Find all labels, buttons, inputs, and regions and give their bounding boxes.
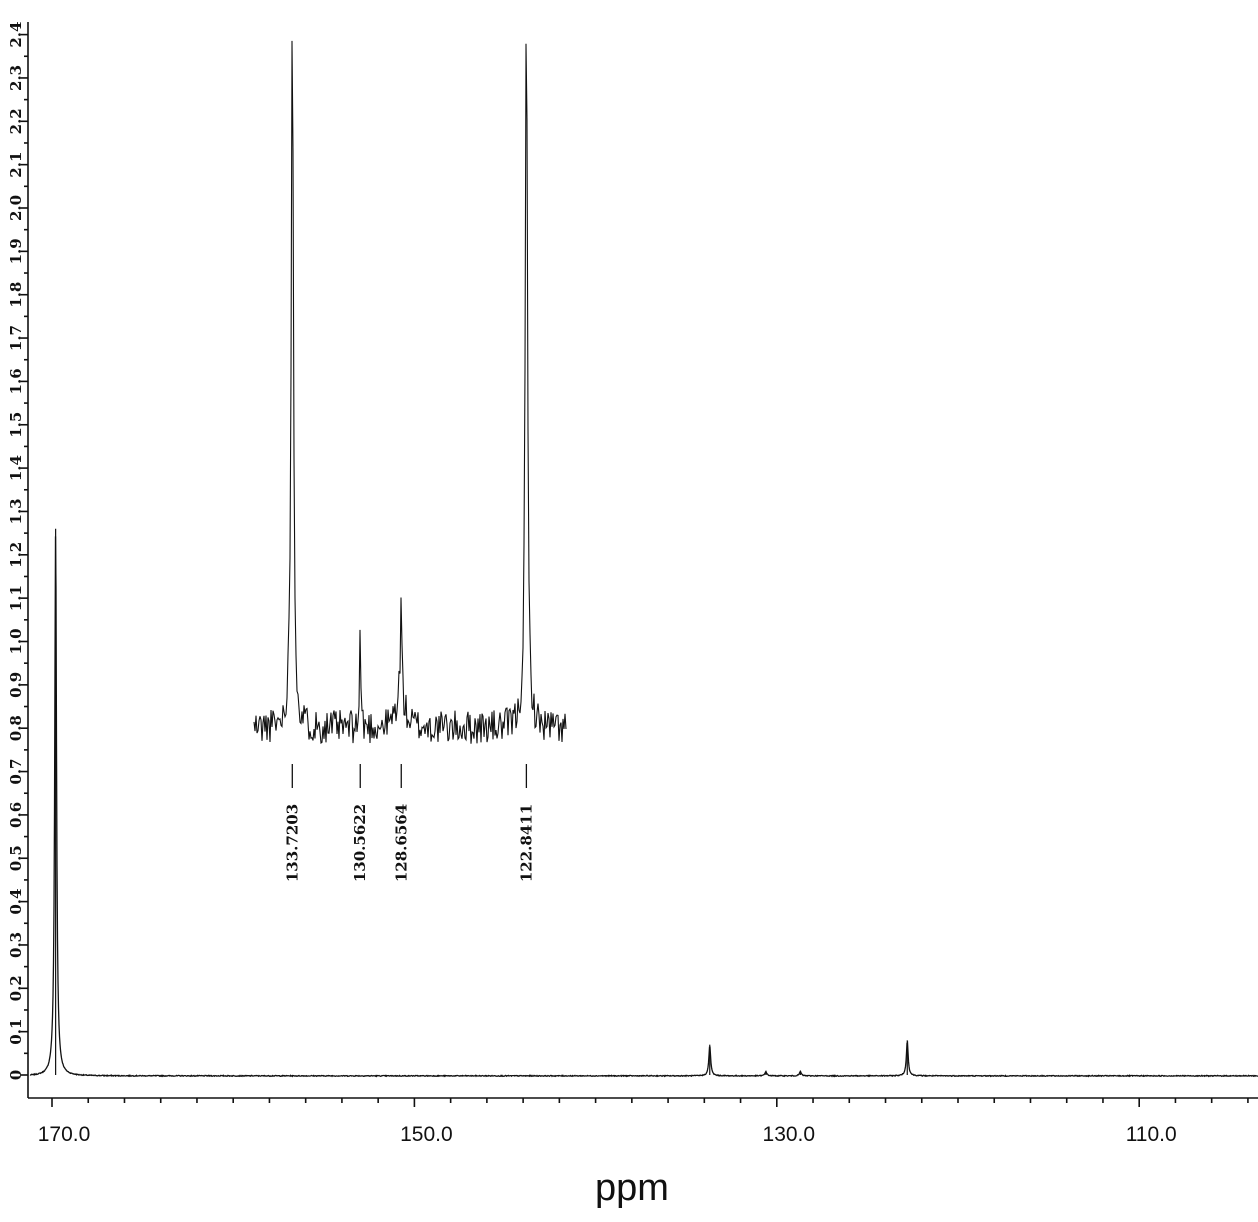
inset-trace	[253, 40, 567, 744]
y-tick-label: 1.9	[7, 238, 25, 264]
spectrum-trace-group	[29, 528, 1258, 1078]
y-tick-label: 1.2	[7, 542, 25, 568]
y-tick-label: 0.4	[7, 889, 25, 915]
y-tick-label: 0.2	[7, 975, 25, 1001]
y-tick-label: 0.9	[7, 672, 25, 698]
x-tick-label: 110.0	[1126, 1123, 1177, 1146]
y-tick-label: 2.2	[7, 108, 25, 134]
y-tick-label: 1.4	[7, 455, 25, 481]
y-tick-label: 0.8	[7, 715, 25, 741]
x-axis-label: ppm	[595, 1167, 669, 1209]
x-tick-label: 170.0	[38, 1123, 91, 1146]
spectrum-trace	[29, 536, 1258, 1078]
y-ticks-group: 0 0.1 0.2 0.3 0.4 0.5 0.6 0.7 0.8 0.9 1.0 1.1 1.2 1.3…	[7, 22, 28, 1080]
y-tick-label: 1.8	[7, 282, 25, 308]
inset-peak-label: 122.8411	[517, 804, 535, 882]
y-tick-label: 0	[7, 1070, 25, 1080]
inset-group: 133.7203 130.5622 128.6564 122.8411	[253, 40, 567, 882]
x-tick-label: 150.0	[400, 1123, 453, 1146]
y-tick-label: 1.0	[7, 628, 25, 654]
axes-group	[27, 22, 1258, 1099]
y-tick-label: 1.3	[7, 498, 25, 524]
x-tick-label: 130.0	[763, 1123, 816, 1146]
inset-peak-label: 128.6564	[392, 804, 410, 882]
y-tick-label: 1.1	[7, 585, 25, 611]
y-tick-label: 0.3	[7, 932, 25, 958]
y-tick-label: 1.5	[7, 412, 25, 438]
y-tick-label: 2.0	[7, 195, 25, 221]
y-tick-label: 2.3	[7, 65, 25, 91]
y-tick-label: 2.4	[7, 22, 25, 48]
inset-peak-label: 130.5622	[351, 804, 369, 882]
inset-peak-label: 133.7203	[283, 804, 301, 882]
y-tick-label: 0.5	[7, 845, 25, 871]
y-tick-label: 1.6	[7, 368, 25, 394]
y-tick-label: 2.1	[7, 152, 25, 178]
y-tick-label: 0.6	[7, 802, 25, 828]
y-tick-label: 1.7	[7, 325, 25, 351]
y-tick-label: 0.1	[7, 1019, 25, 1045]
y-tick-label: 0.7	[7, 758, 25, 784]
